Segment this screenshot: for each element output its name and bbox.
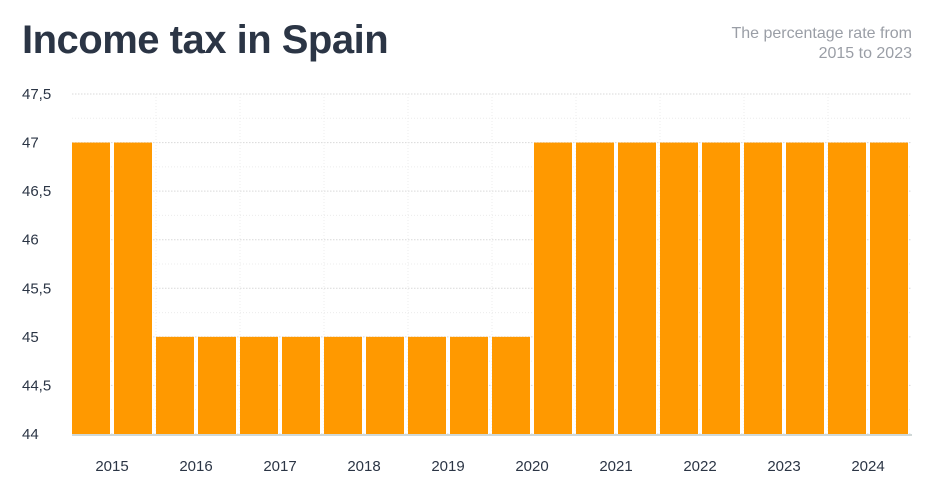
subtitle-line-2: 2015 to 2023 [818, 45, 912, 62]
bar [72, 142, 110, 435]
bar [828, 142, 866, 435]
x-tick-label: 2017 [263, 458, 296, 475]
y-tick-label: 45 [22, 329, 39, 346]
y-tick-label: 46,5 [22, 183, 51, 200]
bar [786, 142, 824, 435]
x-tick-label: 2022 [683, 458, 716, 475]
bar [324, 336, 362, 434]
bar [198, 336, 236, 434]
bar [618, 142, 656, 435]
x-tick-label: 2018 [347, 458, 380, 475]
x-tick-label: 2021 [599, 458, 632, 475]
bar [282, 336, 320, 434]
bars [72, 142, 908, 435]
bar [534, 142, 572, 435]
bar [576, 142, 614, 435]
x-tick-label: 2019 [431, 458, 464, 475]
y-tick-label: 46 [22, 232, 39, 249]
bar [702, 142, 740, 435]
x-tick-label: 2020 [515, 458, 548, 475]
bar [114, 142, 152, 435]
x-tick-label: 2023 [767, 458, 800, 475]
chart-subtitle: The percentage rate from 2015 to 2023 [652, 24, 912, 64]
bar [660, 142, 698, 435]
bar [408, 336, 446, 434]
bar [492, 336, 530, 434]
bar [240, 336, 278, 434]
bar [156, 336, 194, 434]
y-tick-label: 47 [22, 135, 39, 152]
subtitle-line-1: The percentage rate from [731, 25, 912, 42]
y-axis: 44 44,5 45 45,5 46 46,5 47 47,5 [22, 86, 51, 443]
bar [450, 336, 488, 434]
bar [870, 142, 908, 435]
y-tick-label: 47,5 [22, 86, 51, 103]
x-tick-label: 2016 [179, 458, 212, 475]
bar [744, 142, 782, 435]
x-tick-label: 2015 [95, 458, 128, 475]
y-tick-label: 44,5 [22, 377, 51, 394]
bar [366, 336, 404, 434]
y-tick-label: 44 [22, 426, 39, 443]
x-axis: 2015 2016 2017 2018 2019 2020 2021 2022 2023 2024 [72, 434, 912, 475]
y-tick-label: 45,5 [22, 280, 51, 297]
chart-title: Income tax in Spain [22, 18, 389, 62]
x-tick-label: 2024 [851, 458, 884, 475]
